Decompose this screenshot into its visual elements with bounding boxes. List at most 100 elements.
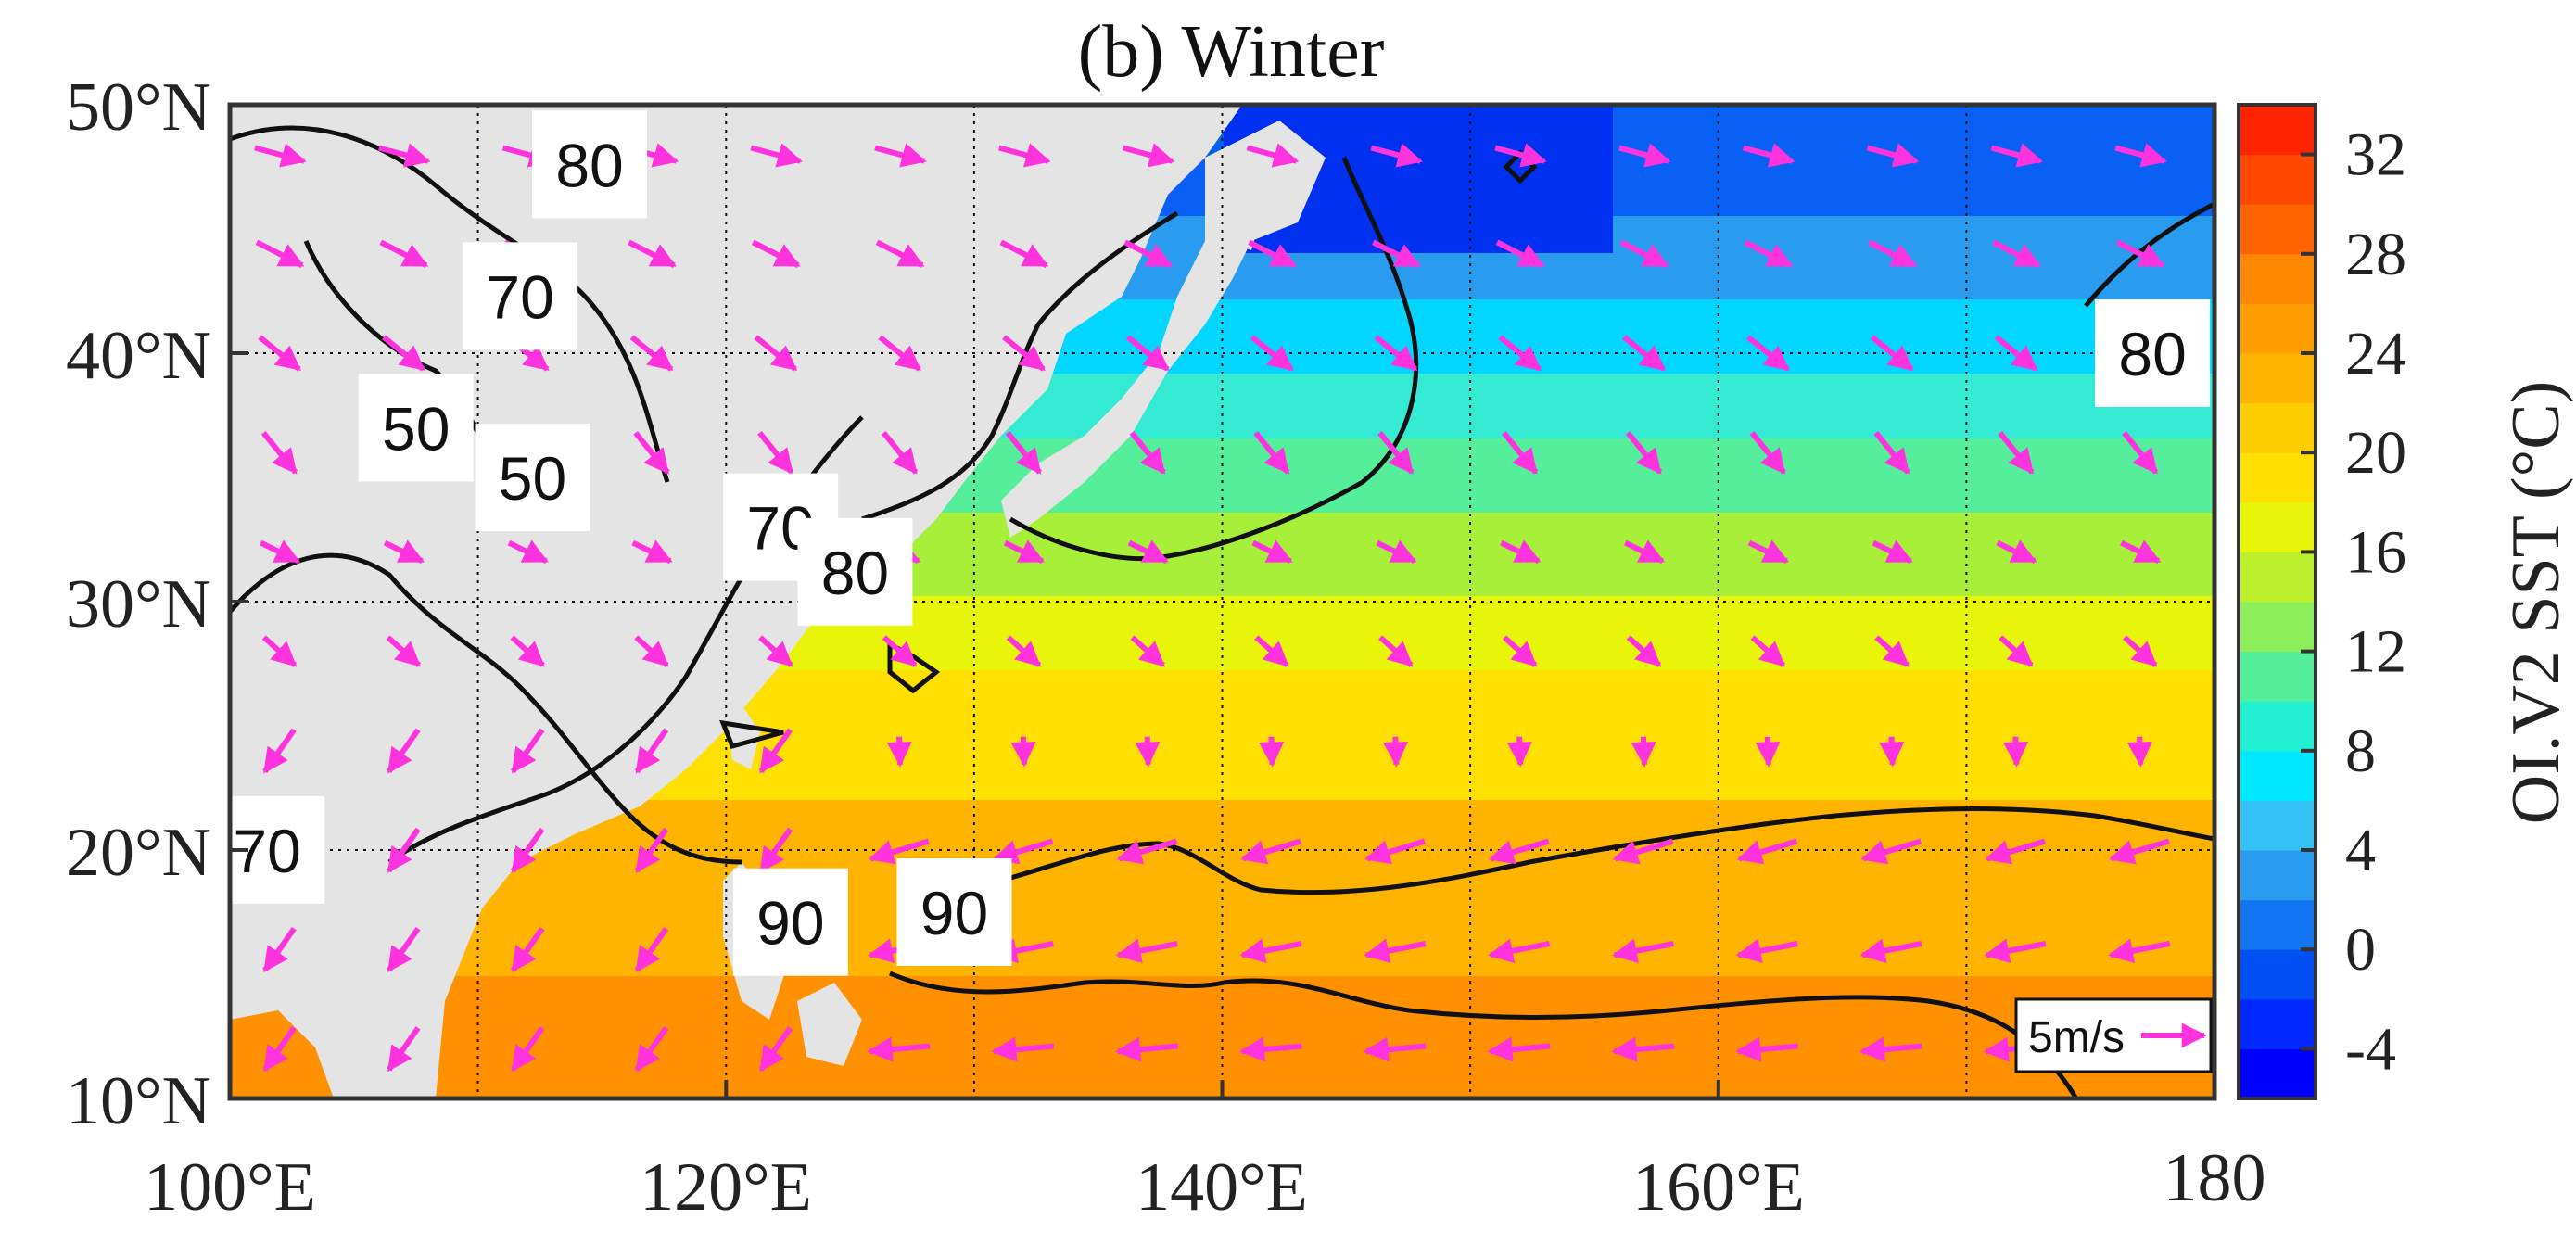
wind-vector: [1622, 335, 1666, 372]
colorbar-swatch: [2239, 602, 2316, 653]
colorbar-swatch: [2239, 204, 2316, 255]
wind-vector: [1253, 430, 1290, 475]
wind-vector: [1494, 143, 1547, 168]
y-tick-label: 40°N: [66, 318, 211, 394]
wind-vector: [2114, 143, 2167, 168]
wind-vector: [1611, 1036, 1675, 1062]
wind-vector: [629, 335, 674, 372]
contour-label-background: [463, 242, 578, 350]
contour-label: 70: [463, 242, 578, 350]
contour-label-background: [2095, 299, 2211, 407]
contour-label: 70: [230, 796, 325, 904]
wind-vector: [2120, 539, 2162, 564]
wind-vector: [510, 635, 545, 667]
wind-vector: [262, 728, 297, 774]
wind-vector: [1506, 736, 1532, 768]
colorbar: 32 28 24 20 16 12 8 4 0 -4 OI.V2 SST (°C): [2237, 103, 2574, 1100]
wind-vector: [1868, 239, 1917, 268]
wind-vector: [1746, 335, 1790, 372]
wind-vector: [2109, 838, 2170, 865]
wind-vector: [1364, 938, 1427, 964]
colorbar-swatch: [2239, 750, 2316, 801]
wind-vector: [2122, 635, 2158, 667]
wind-vector: [874, 143, 927, 168]
colorbar-tick-label: 0: [2345, 916, 2376, 984]
wind-vector: [1631, 736, 1656, 768]
wind-vector: [1130, 635, 1165, 667]
contour-label: 90: [732, 868, 848, 976]
wind-vector: [1129, 430, 1166, 475]
colorbar-swatch: [2239, 552, 2316, 603]
contour-label: 50: [358, 374, 474, 482]
wind-vector: [1859, 1036, 1922, 1062]
wind-vector: [382, 335, 425, 372]
wind-vector: [634, 728, 669, 774]
colorbar-label: OI.V2 SST (°C): [2498, 381, 2574, 824]
contour-label: 50: [475, 424, 590, 531]
wind-vector: [1006, 635, 1042, 667]
wind-vector: [1488, 938, 1551, 964]
wind-vector: [377, 143, 431, 168]
wind-vector: [387, 1026, 421, 1073]
x-tick-label: 160°E: [1632, 1149, 1805, 1225]
x-tick-label: 120°E: [640, 1149, 812, 1225]
wind-vector: [1125, 335, 1170, 372]
wind-vector: [387, 827, 421, 873]
wind-vector: [1735, 1036, 1798, 1062]
colorbar-swatch: [2239, 651, 2316, 702]
colorbar-frame: [2237, 103, 2317, 1100]
wind-vector: [1744, 239, 1794, 268]
contour-label-text: 90: [756, 889, 824, 958]
wind-vector: [1879, 736, 1905, 768]
wind-vector: [2003, 736, 2029, 768]
wind-vector: [1370, 143, 1424, 168]
wind-vector: [1618, 143, 1671, 168]
wind-vector: [1123, 239, 1174, 268]
contour-label: 90: [896, 858, 1012, 966]
wind-vector: [1383, 736, 1409, 768]
wind-vector: [1240, 838, 1301, 865]
colorbar-swatch: [2239, 154, 2316, 205]
wind-vector: [507, 539, 549, 564]
colorbar-swatches: [2239, 105, 2316, 1099]
wind-vector: [510, 827, 545, 873]
wind-vector: [1115, 938, 1178, 964]
colorbar-tick-label: 4: [2345, 817, 2376, 884]
wind-vector: [991, 1036, 1055, 1062]
colorbar-tick-label: 32: [2345, 121, 2406, 189]
wind-vector: [634, 1026, 669, 1073]
wind-vector: [1238, 1036, 1302, 1062]
wind-vector: [1376, 539, 1417, 564]
contour-label-text: 80: [821, 539, 889, 607]
wind-vector: [1116, 838, 1178, 865]
wind-vector: [1612, 838, 1674, 865]
contour-label: 80: [532, 110, 648, 219]
colorbar-tick-label: 8: [2345, 717, 2376, 785]
y-tick-label: 10°N: [66, 1063, 211, 1139]
colorbar-swatch: [2239, 800, 2316, 851]
wind-vector: [1495, 239, 1545, 268]
wind-vector: [1611, 938, 1674, 964]
wind-vector: [1254, 635, 1289, 667]
wind-vector: [1870, 335, 1914, 372]
wind-vector: [633, 430, 670, 475]
wind-vector: [1619, 239, 1669, 268]
wind-vector: [1005, 430, 1043, 475]
wind-vector: [1115, 1036, 1178, 1062]
wind-vector: [886, 736, 912, 768]
wind-vector: [2115, 239, 2165, 268]
wind-vector: [1749, 430, 1786, 475]
colorbar-swatch: [2239, 353, 2316, 404]
wind-vector: [882, 635, 918, 667]
wind-vector: [1250, 335, 1294, 372]
x-tick-label: 140°E: [1136, 1149, 1308, 1225]
wind-vector: [1736, 838, 1798, 865]
wind-vector: [1502, 430, 1539, 475]
wind-vector: [867, 1036, 931, 1062]
wind-vector: [1259, 736, 1285, 768]
x-tick-label: 100°E: [144, 1149, 316, 1225]
wind-vector: [510, 728, 545, 774]
wind-vector: [387, 926, 421, 972]
